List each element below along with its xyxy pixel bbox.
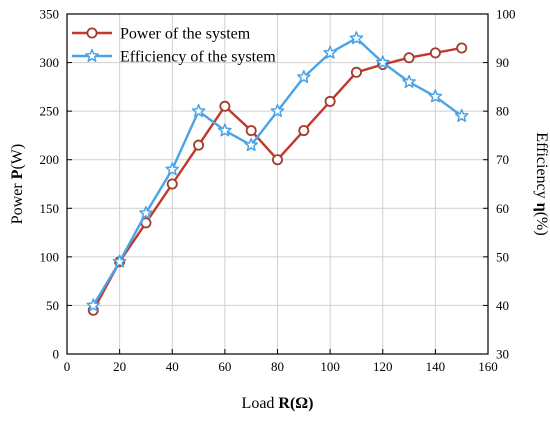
legend-marker-shape — [86, 27, 98, 39]
data-point-efficiency — [375, 55, 390, 69]
x-tick-label: 60 — [218, 359, 231, 374]
left-y-tick-label: 0 — [53, 347, 60, 362]
data-point-power — [403, 52, 415, 64]
left-y-tick-label: 150 — [40, 201, 60, 216]
data-point-power — [193, 139, 205, 151]
right-y-tick-label: 90 — [496, 55, 509, 70]
left-y-tick-label: 100 — [40, 249, 60, 264]
x-axis-title-unit: R(Ω) — [278, 395, 313, 412]
data-point-power — [245, 125, 257, 137]
series-layer — [86, 31, 469, 316]
data-point-efficiency — [165, 162, 180, 176]
x-axis-title-prefix: Load — [242, 395, 279, 412]
left-y-tick-label: 300 — [40, 55, 60, 70]
right-axis-title-prefix: Efficiency — [533, 132, 550, 202]
x-axis-title: Load R(Ω) — [242, 395, 314, 412]
x-tick-label: 120 — [373, 359, 393, 374]
data-point-power — [324, 95, 336, 107]
data-point-efficiency — [428, 89, 443, 103]
data-point-efficiency — [323, 45, 337, 59]
right-axis-title-symbol: η — [533, 203, 550, 212]
data-point-efficiency — [218, 123, 232, 137]
right-axis-title-unit: (%) — [533, 212, 550, 236]
right-y-tick-label: 80 — [496, 104, 509, 119]
data-point-power — [219, 100, 231, 112]
right-y-tick-label: 50 — [496, 249, 509, 264]
data-point-efficiency — [349, 31, 364, 45]
left-axis-title-prefix: Power — [9, 179, 26, 224]
right-y-tick-label: 60 — [496, 201, 509, 216]
data-point-efficiency — [191, 103, 206, 118]
right-y-tick-label: 100 — [496, 7, 516, 22]
data-point-efficiency — [139, 205, 153, 220]
grid — [67, 14, 488, 354]
data-point-power — [166, 178, 178, 190]
data-point-efficiency — [402, 74, 416, 88]
legend-marker-power — [86, 27, 98, 39]
series-efficiency — [86, 31, 469, 312]
x-tick-label: 140 — [426, 359, 446, 374]
legend-marker-efficiency — [85, 48, 99, 62]
data-point-power — [350, 66, 362, 78]
data-point-efficiency — [296, 69, 311, 84]
series-power — [87, 42, 468, 316]
legend-label-power: Power of the system — [120, 26, 251, 43]
left-axis-title-symbol: P — [9, 169, 26, 179]
right-y-tick-label: 30 — [496, 347, 509, 362]
left-y-tick-label: 50 — [46, 298, 59, 313]
x-tick-label: 100 — [320, 359, 340, 374]
data-point-efficiency — [86, 298, 101, 312]
x-tick-label: 80 — [271, 359, 284, 374]
data-point-power — [298, 125, 310, 137]
data-point-power — [271, 154, 283, 166]
data-point-efficiency — [244, 137, 259, 152]
left-y-tick-label: 250 — [40, 104, 60, 119]
left-axis-title-unit: (W) — [9, 144, 26, 170]
data-point-efficiency — [270, 103, 285, 118]
right-y-tick-label: 40 — [496, 298, 509, 313]
data-point-power — [429, 47, 441, 59]
data-point-power — [456, 42, 468, 54]
right-axis-title: Efficiency η(%) — [533, 132, 550, 235]
right-y-tick-label: 70 — [496, 152, 509, 167]
x-tick-label: 40 — [166, 359, 179, 374]
data-point-efficiency — [454, 108, 469, 122]
legend-label-efficiency: Efficiency of the system — [120, 49, 276, 66]
left-y-tick-label: 200 — [40, 152, 60, 167]
x-tick-label: 20 — [113, 359, 126, 374]
left-axis-title: Power P(W) — [9, 144, 26, 224]
left-y-tick-label: 350 — [40, 7, 60, 22]
legend-marker-shape — [85, 48, 99, 62]
legend: Power of the system Efficiency of the sy… — [72, 26, 276, 66]
x-tick-label: 160 — [478, 359, 498, 374]
ticks: 0 20 40 60 80 100 120 140 160 0 50 100 150 200 250 300 3… — [40, 7, 516, 375]
data-point-efficiency — [112, 254, 127, 268]
x-tick-label: 0 — [64, 359, 71, 374]
